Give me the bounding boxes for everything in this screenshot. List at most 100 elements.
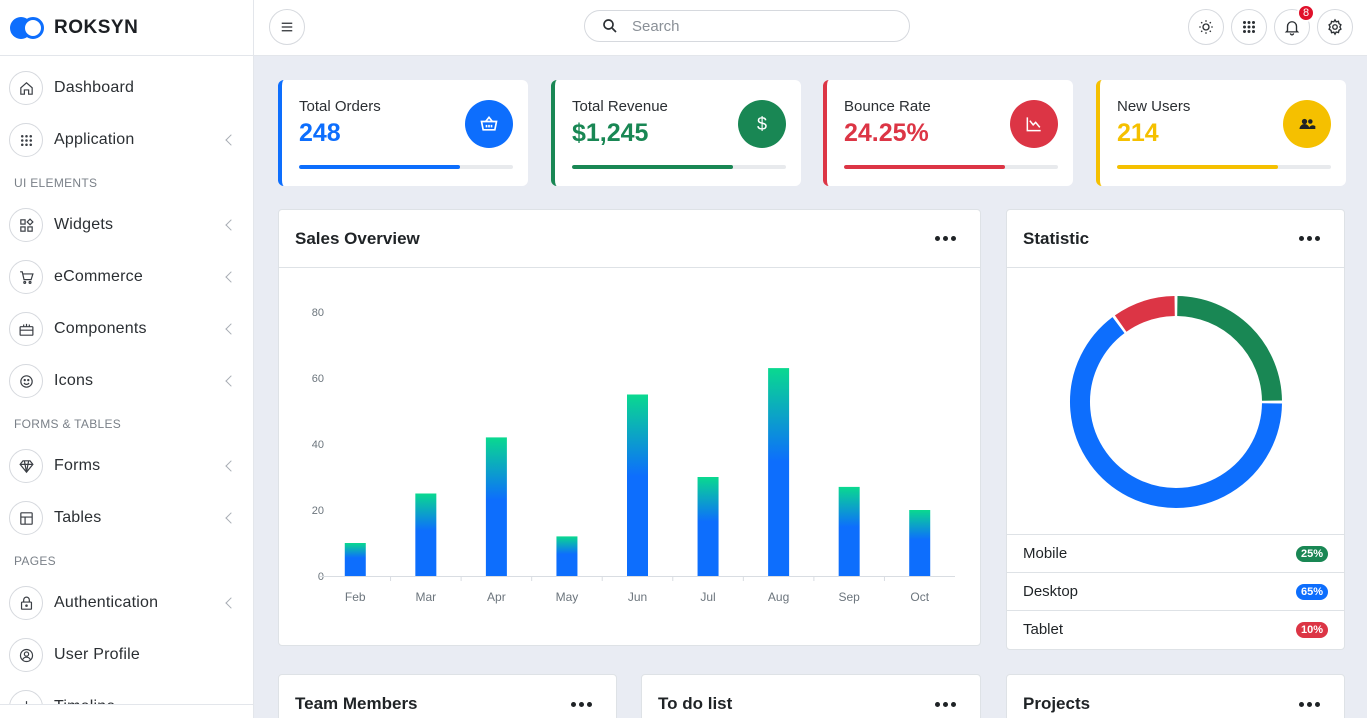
bar-jun[interactable] bbox=[627, 394, 648, 577]
sidebar-item-dashboard[interactable]: Dashboard bbox=[0, 62, 253, 114]
bar-jul[interactable] bbox=[697, 477, 719, 576]
chevron-left-icon bbox=[225, 134, 237, 146]
sidebar-item-label: eCommerce bbox=[54, 268, 143, 285]
sidebar-item-label: Dashboard bbox=[54, 79, 135, 96]
card-title: Sales Overview bbox=[295, 228, 420, 248]
stat-progress bbox=[1117, 165, 1331, 169]
topbar: 8 bbox=[254, 0, 1367, 56]
hamburger-icon bbox=[281, 22, 293, 32]
x-tick-label: May bbox=[556, 590, 579, 604]
statistic-donut-chart bbox=[1070, 296, 1282, 508]
bar-mar[interactable] bbox=[415, 493, 437, 577]
stat-progress-fill bbox=[299, 165, 460, 169]
stat-value: 214 bbox=[1117, 119, 1159, 147]
chevron-left-icon bbox=[225, 460, 237, 472]
legend-row-desktop: Desktop 65% bbox=[1007, 572, 1344, 610]
menu-toggle-button[interactable] bbox=[269, 9, 305, 45]
legend-row-tablet: Tablet 10% bbox=[1007, 610, 1344, 648]
stat-progress bbox=[844, 165, 1058, 169]
sidebar-item-application[interactable]: Application bbox=[0, 114, 253, 166]
sidebar-footer bbox=[0, 704, 253, 718]
sidebar-item-tables[interactable]: Tables bbox=[0, 492, 253, 544]
card-title: Projects bbox=[1023, 694, 1091, 713]
bar-feb[interactable] bbox=[344, 543, 366, 576]
card-title: To do list bbox=[658, 694, 733, 713]
chart-down-icon bbox=[1010, 100, 1058, 148]
sun-icon bbox=[1199, 20, 1213, 34]
sidebar-item-label: User Profile bbox=[54, 646, 140, 663]
sidebar-item-components[interactable]: Components bbox=[0, 303, 253, 355]
card-header: Team Members bbox=[279, 675, 616, 718]
table-icon bbox=[9, 501, 43, 535]
search-box[interactable] bbox=[584, 10, 910, 42]
theme-toggle-button[interactable] bbox=[1188, 9, 1224, 45]
donut-slice-tablet[interactable] bbox=[1114, 296, 1176, 332]
stat-label: New Users bbox=[1117, 98, 1191, 115]
users-icon bbox=[1283, 100, 1331, 148]
bar-aug[interactable] bbox=[768, 368, 790, 576]
sidebar-menu: Dashboard Application UI ELEMENTS Widgets eC… bbox=[0, 56, 253, 718]
stat-progress-fill bbox=[1117, 165, 1278, 169]
stat-card-total-orders: Total Orders 248 bbox=[278, 80, 528, 186]
chevron-left-icon bbox=[225, 375, 237, 387]
sidebar-item-user-profile[interactable]: User Profile bbox=[0, 629, 253, 681]
statistic-legend: Mobile 25% Desktop 65% Tablet 10% bbox=[1007, 534, 1344, 648]
bar-sep[interactable] bbox=[838, 486, 860, 576]
x-tick-label: Sep bbox=[838, 590, 860, 604]
stat-value: 248 bbox=[299, 119, 341, 147]
sidebar-item-label: Icons bbox=[54, 372, 94, 389]
stat-card-total-revenue: Total Revenue $1,245 $ bbox=[551, 80, 801, 186]
todo-list-card: To do list bbox=[641, 674, 981, 718]
brand-name: ROKSYN bbox=[54, 16, 139, 38]
sidebar: ROKSYN Dashboard Application UI ELEMENTS Wi… bbox=[0, 0, 254, 718]
stat-label: Bounce Rate bbox=[844, 98, 931, 115]
bell-icon bbox=[1284, 21, 1300, 36]
donut-slice-desktop[interactable] bbox=[1070, 317, 1282, 508]
bar-apr[interactable] bbox=[485, 437, 507, 576]
statistic-card: Statistic Mobile 25% Desktop 65% Tablet 10% bbox=[1006, 209, 1345, 650]
x-tick-label: Jul bbox=[700, 590, 715, 604]
stat-value: 24.25% bbox=[844, 119, 929, 147]
stat-label: Total Revenue bbox=[572, 98, 668, 115]
more-options-icon[interactable] bbox=[563, 696, 600, 713]
x-tick-label: Mar bbox=[415, 590, 436, 604]
legend-label: Desktop bbox=[1023, 583, 1079, 600]
home-icon bbox=[9, 71, 43, 105]
chevron-left-icon bbox=[225, 271, 237, 283]
chevron-left-icon bbox=[225, 323, 237, 335]
notification-count-badge: 8 bbox=[1297, 4, 1315, 22]
search-input[interactable] bbox=[632, 17, 872, 35]
more-options-icon[interactable] bbox=[1291, 696, 1328, 713]
bar-may[interactable] bbox=[556, 536, 578, 576]
card-title: Statistic bbox=[1023, 228, 1090, 248]
more-options-icon[interactable] bbox=[927, 230, 964, 247]
sidebar-item-label: Tables bbox=[54, 509, 102, 526]
sidebar-item-ecommerce[interactable]: eCommerce bbox=[0, 251, 253, 303]
sales-overview-card: Sales Overview 020406080FebMarAprMayJunJ… bbox=[278, 209, 981, 646]
legend-row-mobile: Mobile 25% bbox=[1007, 534, 1344, 572]
sidebar-section-header: UI ELEMENTS bbox=[14, 175, 98, 190]
sidebar-item-icons[interactable]: Icons bbox=[0, 355, 253, 407]
sidebar-item-forms[interactable]: Forms bbox=[0, 440, 253, 492]
more-options-icon[interactable] bbox=[927, 696, 964, 713]
legend-label: Tablet bbox=[1023, 621, 1064, 638]
sidebar-item-label: Application bbox=[54, 131, 135, 148]
chevron-left-icon bbox=[225, 219, 237, 231]
apps-button[interactable] bbox=[1231, 9, 1267, 45]
donut-slice-mobile[interactable] bbox=[1176, 296, 1282, 402]
card-title: Team Members bbox=[295, 694, 418, 713]
settings-button[interactable] bbox=[1317, 9, 1353, 45]
notifications-button[interactable]: 8 bbox=[1274, 4, 1315, 45]
sidebar-item-authentication[interactable]: Authentication bbox=[0, 577, 253, 629]
x-tick-label: Jun bbox=[628, 590, 647, 604]
bar-oct[interactable] bbox=[909, 510, 931, 576]
brand[interactable]: ROKSYN bbox=[0, 0, 253, 56]
y-tick-label: 80 bbox=[312, 307, 324, 319]
sidebar-item-label: Widgets bbox=[54, 216, 114, 233]
x-tick-label: Oct bbox=[910, 590, 929, 604]
more-options-icon[interactable] bbox=[1291, 230, 1328, 247]
grid-icon bbox=[9, 123, 43, 157]
sidebar-item-widgets[interactable]: Widgets bbox=[0, 199, 253, 251]
user-icon bbox=[9, 638, 43, 672]
apps-grid-icon bbox=[1243, 21, 1255, 33]
